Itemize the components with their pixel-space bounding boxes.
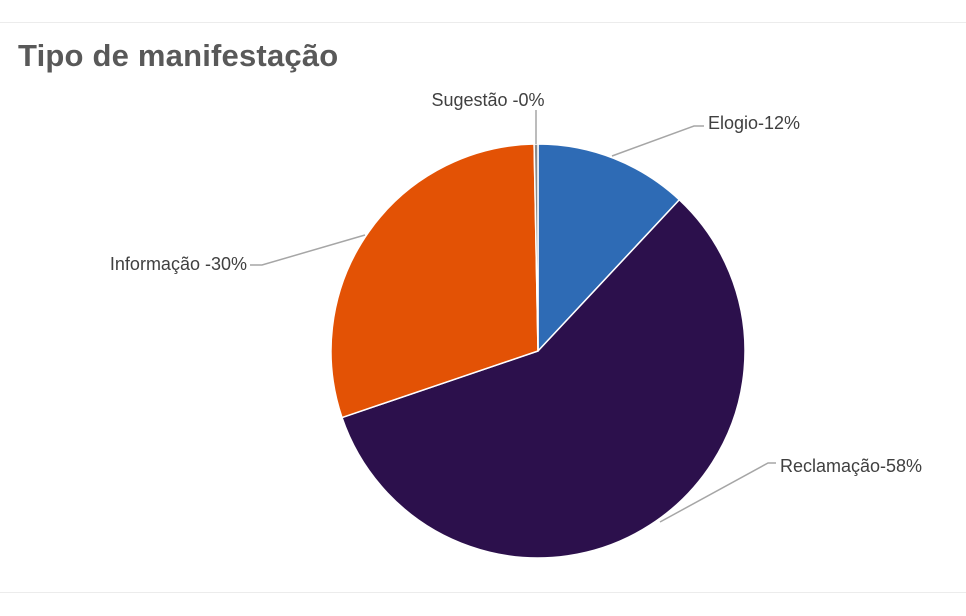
chart-title: Tipo de manifestação — [18, 38, 339, 73]
data-label: Elogio-12% — [708, 113, 800, 133]
pie-slice-sugestao — [533, 143, 539, 352]
pie-slice-reclamacao — [341, 198, 746, 559]
data-label: Sugestão -0% — [431, 90, 544, 110]
data-label: Reclamação-58% — [780, 456, 922, 476]
pie-slice-elogio — [537, 143, 681, 353]
bottom-divider — [0, 592, 966, 593]
leader-line — [250, 234, 366, 266]
leader-line — [659, 462, 776, 523]
pie-slices — [330, 143, 746, 559]
data-labels: Elogio-12% Reclamação-58% Informação -30% S… — [110, 90, 922, 476]
leader-lines — [250, 110, 776, 523]
pie-slice-informacao — [330, 143, 539, 419]
data-label: Informação -30% — [110, 254, 247, 274]
leader-line — [611, 125, 704, 157]
top-divider — [0, 22, 966, 23]
